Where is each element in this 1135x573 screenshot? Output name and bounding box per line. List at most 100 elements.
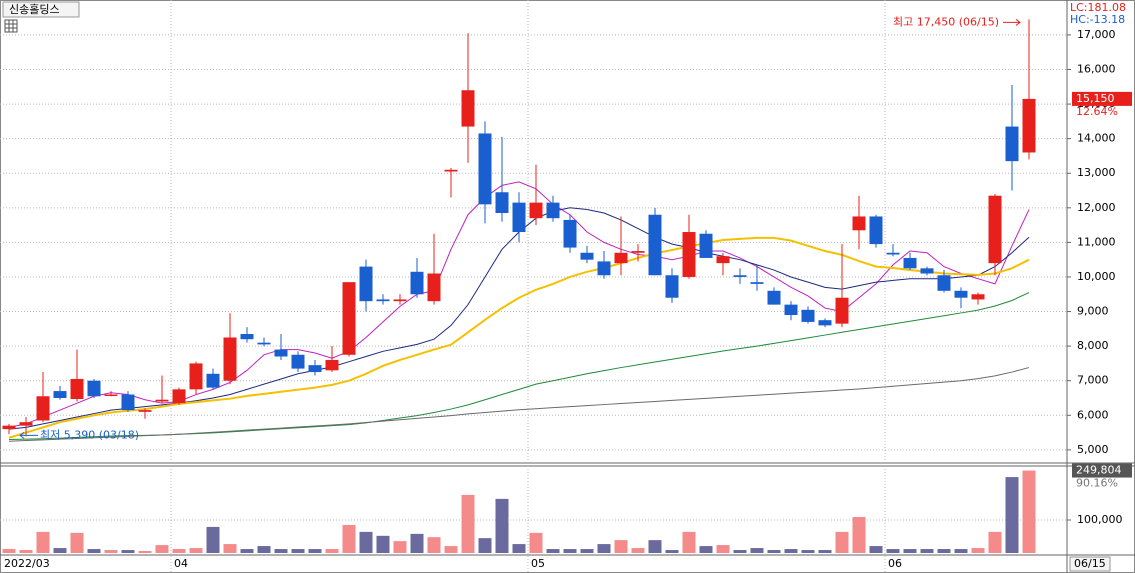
y-tick-label: 5,000 xyxy=(1077,443,1109,456)
candle-body xyxy=(36,396,50,421)
y-tick-label: 8,000 xyxy=(1077,339,1109,352)
grid-icon[interactable] xyxy=(4,19,18,33)
arrow xyxy=(1003,18,1021,26)
candle-body xyxy=(444,169,458,172)
candle-body xyxy=(835,297,849,324)
candle-body xyxy=(172,389,186,404)
volume-bar xyxy=(274,549,288,553)
candle-body xyxy=(87,380,101,397)
candle-body xyxy=(733,275,747,277)
volume-bar xyxy=(614,540,628,553)
x-tick-label: 06 xyxy=(888,557,902,570)
candle-body xyxy=(818,320,832,326)
volume-bar xyxy=(121,550,135,553)
low-annotation: 최저 5,390 (03/18) xyxy=(40,428,139,441)
candle-body xyxy=(274,349,288,357)
x-tick-label: 04 xyxy=(174,557,188,570)
volume-bar xyxy=(206,526,220,553)
volume-bar xyxy=(36,531,50,553)
candle-body xyxy=(291,354,305,369)
candle-body xyxy=(682,232,696,277)
volume-bar xyxy=(189,548,203,553)
volume-bar xyxy=(733,550,747,553)
candle-body xyxy=(393,299,407,302)
title-box[interactable] xyxy=(2,1,80,18)
candle-body xyxy=(716,256,730,264)
volume-bar xyxy=(869,546,883,553)
volume-bar xyxy=(155,545,169,553)
candle-body xyxy=(750,282,764,284)
y-tick-label: 100,000 xyxy=(1077,513,1123,526)
volume-bar xyxy=(427,537,441,553)
candle-body xyxy=(478,133,492,205)
candle-body xyxy=(597,261,611,276)
candle-body xyxy=(699,233,713,258)
volume-bar xyxy=(410,533,424,553)
volume-bar xyxy=(257,546,271,553)
volume-bar xyxy=(240,549,254,553)
y-tick-label: 7,000 xyxy=(1077,374,1109,387)
volume-bar xyxy=(563,549,577,553)
candle-body xyxy=(631,251,645,253)
candle-body xyxy=(376,299,390,302)
volume-bar xyxy=(19,550,33,553)
volume-bar xyxy=(393,541,407,553)
volume-bar xyxy=(87,549,101,553)
high-annotation: 최고 17,450 (06/15) xyxy=(893,15,999,28)
cursor-date: 06/15 xyxy=(1074,557,1106,570)
volume-bar xyxy=(53,548,67,553)
candle-body xyxy=(427,273,441,302)
volume-bar xyxy=(988,531,1002,553)
candle-body xyxy=(546,202,560,219)
y-tick-label: 17,000 xyxy=(1077,28,1116,41)
candle-body xyxy=(529,202,543,219)
candle-body xyxy=(937,275,951,291)
candle-body xyxy=(240,334,254,340)
candle-body xyxy=(461,90,475,127)
candle-body xyxy=(342,282,356,355)
volume-bar xyxy=(546,549,560,553)
volume-bar xyxy=(325,549,339,553)
volume-bar xyxy=(954,549,968,553)
candle-body xyxy=(954,290,968,298)
volume-bar xyxy=(223,544,237,553)
candle-body xyxy=(988,195,1002,264)
arrow xyxy=(19,431,38,439)
chart-title: 신송홀딩스 xyxy=(9,3,60,16)
candle-body xyxy=(223,337,237,381)
volume-bar xyxy=(920,549,934,553)
volume-bar xyxy=(818,550,832,553)
price-tag-label: 15,150 xyxy=(1076,92,1115,105)
candle-body xyxy=(70,378,84,400)
candle-body xyxy=(512,202,526,233)
candle-body xyxy=(104,394,118,397)
candle-body xyxy=(648,214,662,276)
candle-body xyxy=(1005,126,1019,162)
candle-body xyxy=(121,394,135,411)
candle-body xyxy=(359,266,373,302)
candle-body xyxy=(308,365,322,373)
x-tick-label: 05 xyxy=(531,557,545,570)
volume-bar xyxy=(104,550,118,553)
price-tag xyxy=(1072,91,1132,106)
candle-body xyxy=(920,268,934,274)
volume-bar xyxy=(1022,470,1036,553)
volume-bar xyxy=(682,531,696,553)
volume-bar xyxy=(716,545,730,553)
candle-body xyxy=(665,275,679,298)
volume-bar xyxy=(512,544,526,553)
candle-body xyxy=(580,252,594,260)
volume-bar xyxy=(631,548,645,553)
candle-body xyxy=(852,216,866,231)
candle-body xyxy=(155,399,169,402)
candle-body xyxy=(869,216,883,245)
volume-bar xyxy=(648,540,662,553)
volume-bar xyxy=(308,549,322,553)
volume-bar xyxy=(478,538,492,553)
candle-body xyxy=(206,373,220,388)
volume-bar xyxy=(665,550,679,553)
y-tick-label: 11,000 xyxy=(1077,235,1116,248)
candle-body xyxy=(784,304,798,316)
candle-body xyxy=(19,422,33,426)
